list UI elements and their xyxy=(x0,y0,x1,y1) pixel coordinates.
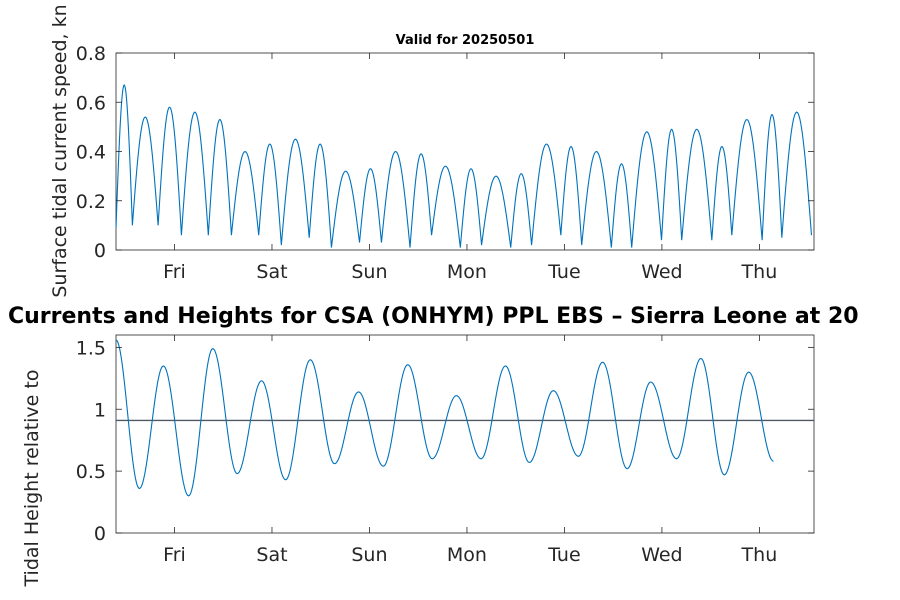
y-tick-label: 1 xyxy=(94,399,106,421)
y-axis-label: Surface tidal current speed, kn xyxy=(49,4,71,297)
y-tick-label: 0.6 xyxy=(76,92,106,114)
x-tick-label: Sat xyxy=(256,544,287,566)
y-axis-label: Tidal Height relative to xyxy=(21,370,43,588)
x-tick-label: Mon xyxy=(447,544,487,566)
x-tick-label: Thu xyxy=(741,544,778,566)
x-tick-label: Sun xyxy=(351,544,387,566)
x-tick-label: Fri xyxy=(163,544,186,566)
x-tick-label: Sun xyxy=(351,261,387,283)
y-ticks: 0 0.2 0.4 0.6 0.8 xyxy=(76,43,814,262)
y-tick-label: 0 xyxy=(94,523,106,545)
y-ticks: 0 0.5 1 1.5 xyxy=(76,337,814,545)
x-tick-label: Wed xyxy=(641,544,682,566)
figure-title: Currents and Heights for CSA (ONHYM) PPL… xyxy=(8,304,859,329)
x-tick-label: Tue xyxy=(547,261,580,283)
x-ticks: Fri Sat Sun Mon Tue Wed Thu xyxy=(163,53,777,283)
current-speed-line xyxy=(115,84,813,248)
y-tick-label: 0.2 xyxy=(76,191,106,213)
y-tick-label: 1.5 xyxy=(76,337,106,359)
plot-area xyxy=(115,334,815,534)
y-tick-label: 0 xyxy=(94,240,106,262)
y-tick-label: 0.8 xyxy=(76,43,106,65)
x-tick-label: Fri xyxy=(163,261,186,283)
x-tick-label: Wed xyxy=(641,261,682,283)
x-tick-label: Thu xyxy=(741,261,778,283)
chart-title: Valid for 20250501 xyxy=(396,33,535,48)
x-tick-label: Mon xyxy=(447,261,487,283)
tidal-height-chart: Tidal Height relative to 0 0.5 1 1.5 Fri Sat… xyxy=(21,334,815,588)
x-ticks: Fri Sat Sun Mon Tue Wed Thu xyxy=(163,335,777,566)
y-tick-label: 0.5 xyxy=(76,461,106,483)
current-speed-chart: Valid for 20250501 Surface tidal current… xyxy=(49,4,815,298)
x-tick-label: Sat xyxy=(256,261,287,283)
y-tick-label: 0.4 xyxy=(76,142,106,164)
x-tick-label: Tue xyxy=(547,544,580,566)
tidal-height-line xyxy=(115,339,774,497)
plot-area xyxy=(115,52,815,251)
